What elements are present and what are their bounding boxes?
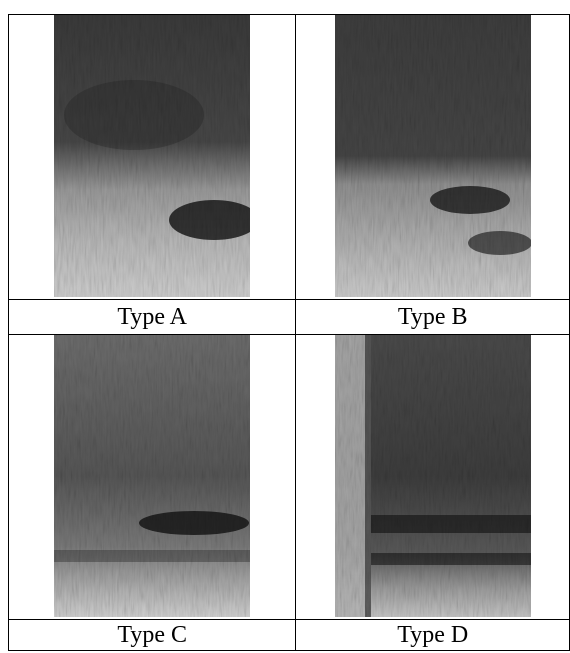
label-type-b: Type B <box>295 299 570 335</box>
label-type-d: Type D <box>295 619 570 651</box>
panel-d-cell <box>295 334 570 620</box>
panel-b-cell <box>295 14 570 300</box>
panel-c-cell <box>7 334 297 620</box>
spectrogram-type-d <box>334 335 531 617</box>
label-type-c: Type C <box>7 619 297 651</box>
spectrogram-comparison-table: Type A Type B <box>7 14 570 651</box>
spectrogram-type-c <box>54 335 251 617</box>
spectrogram-type-b <box>334 15 531 297</box>
label-type-a: Type A <box>7 299 297 335</box>
spectrogram-type-a <box>54 15 251 297</box>
panel-a-cell <box>7 14 297 300</box>
